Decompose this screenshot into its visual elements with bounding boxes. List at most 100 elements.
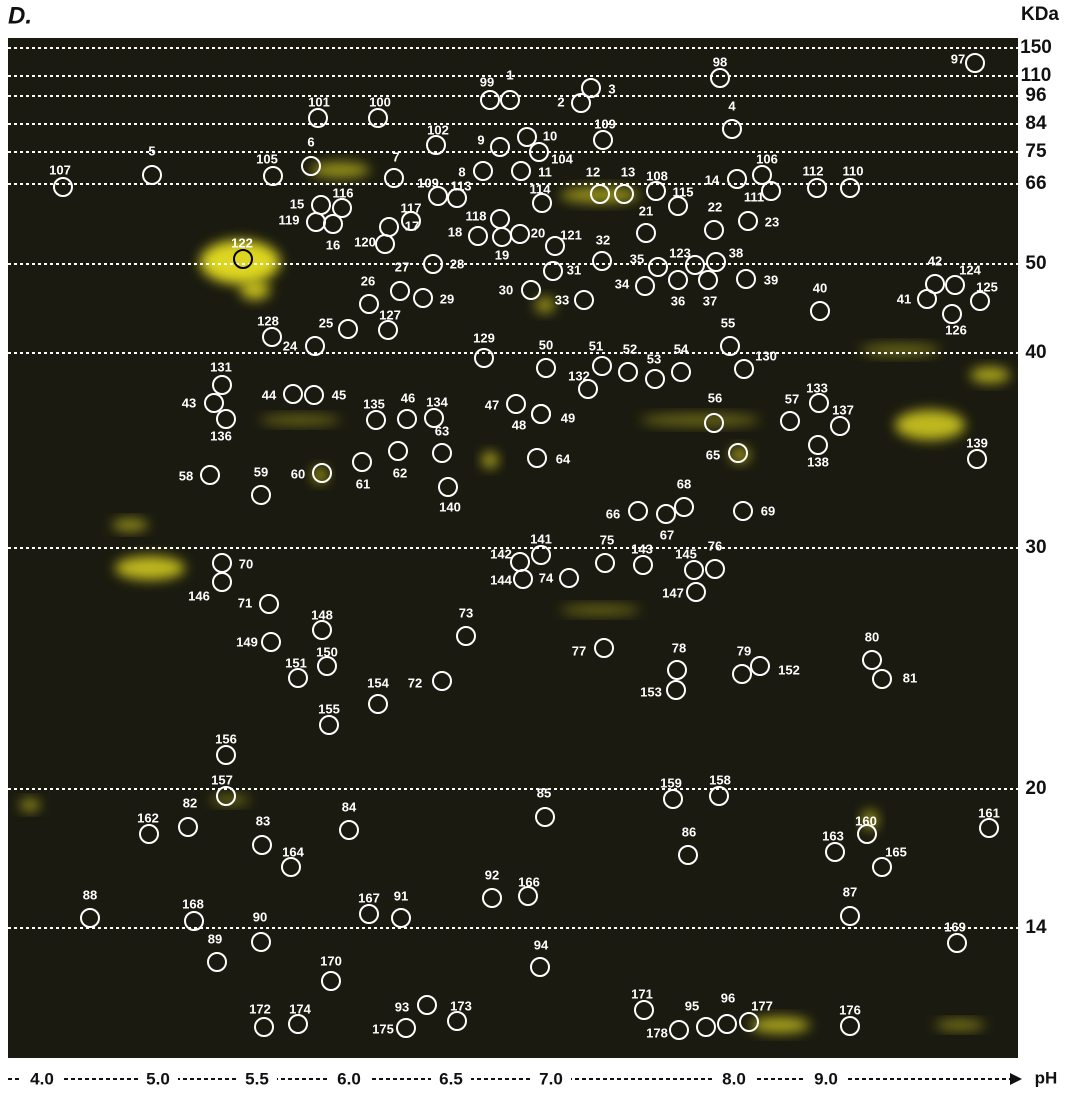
spot-label: 167 [358, 890, 380, 905]
spot-label: 116 [333, 185, 354, 200]
spot-label: 53 [647, 351, 661, 366]
spot-label: 139 [966, 435, 988, 450]
spot-label: 133 [806, 380, 828, 395]
spot-label: 97 [951, 51, 965, 66]
spot-label: 109 [417, 175, 439, 190]
spot-label: 102 [427, 122, 449, 137]
spot-label: 176 [839, 1002, 861, 1017]
spot-label: 6 [307, 134, 314, 149]
spot-label: 43 [182, 395, 196, 410]
spot-label: 148 [311, 607, 333, 622]
gel-blob [935, 1020, 985, 1030]
spot-label: 19 [495, 247, 509, 262]
spot-label: 36 [671, 293, 685, 308]
spot-label: 69 [761, 503, 775, 518]
y-axis-label: KDa [1021, 4, 1059, 25]
spot-label: 111 [744, 189, 764, 204]
spot-label: 14 [705, 172, 720, 187]
spot-label: 22 [708, 199, 722, 214]
spot-label: 39 [764, 272, 778, 287]
mw-label: 96 [1025, 85, 1046, 106]
ph-label: 8.0 [722, 1069, 746, 1088]
spot-label: 153 [640, 684, 662, 699]
spot-label: 83 [256, 813, 270, 828]
spot-label: 2 [557, 94, 564, 109]
spot-label: 72 [408, 675, 422, 690]
spot-label: 131 [210, 359, 232, 374]
gel-blob [970, 367, 1010, 383]
spot-label: 10 [543, 128, 557, 143]
spot-label: 123 [669, 245, 691, 260]
spot-label: 159 [660, 775, 682, 790]
spot-label: 134 [426, 394, 448, 409]
spot-label: 127 [379, 307, 401, 322]
spot-label: 144 [490, 572, 512, 587]
spot-label: 171 [631, 986, 653, 1001]
spot-label: 50 [539, 337, 553, 352]
spot-label: 54 [674, 341, 689, 356]
spot-label: 30 [499, 282, 513, 297]
spot-label: 129 [473, 330, 495, 345]
spot-label: 75 [600, 532, 614, 547]
spot-label: 79 [737, 643, 751, 658]
spot-label: 57 [785, 391, 799, 406]
spot-label: 18 [448, 224, 462, 239]
spot-label: 63 [435, 423, 449, 438]
gel-blob [560, 605, 640, 615]
spot-label: 109 [594, 116, 616, 131]
spot-label: 172 [249, 1001, 271, 1016]
spot-label: 101 [308, 94, 330, 109]
mw-label: 20 [1025, 778, 1046, 799]
spot-label: 51 [589, 338, 603, 353]
spot-label: 126 [945, 322, 967, 337]
spot-label: 155 [318, 701, 340, 716]
spot-label: 88 [83, 887, 97, 902]
spot-label: 161 [978, 805, 1000, 820]
spot-label: 24 [283, 338, 298, 353]
spot-label: 45 [332, 387, 346, 402]
spot-label: 121 [560, 227, 582, 242]
page: {"panel_label":"D.","y_axis_label":"KDa"… [0, 0, 1066, 1097]
spot-label: 31 [567, 262, 581, 277]
spot-label: 74 [539, 570, 554, 585]
gel-blob [860, 344, 940, 356]
spot-label: 80 [865, 629, 879, 644]
spot-label: 40 [813, 280, 827, 295]
spot-label: 105 [256, 151, 278, 166]
spot-label: 64 [556, 451, 571, 466]
spot-label: 107 [49, 162, 71, 177]
spot-label: 108 [646, 168, 668, 183]
spot-label: 166 [518, 874, 540, 889]
spot-label: 48 [512, 417, 526, 432]
gel-blob [482, 452, 498, 468]
spot-label: 163 [822, 828, 844, 843]
spot-label: 28 [450, 256, 464, 271]
spot-label: 124 [959, 262, 981, 277]
spot-label: 162 [137, 810, 159, 825]
spot-label: 77 [572, 643, 586, 658]
gel-blob [535, 297, 555, 313]
spot-label: 98 [713, 54, 727, 69]
spot-label: 112 [803, 163, 824, 178]
spot-label: 68 [677, 476, 691, 491]
ph-label: 6.5 [439, 1069, 463, 1088]
spot-label: 113 [451, 178, 472, 193]
spot-label: 165 [885, 844, 907, 859]
spot-label: 35 [630, 251, 644, 266]
spot-label: 38 [729, 245, 743, 260]
spot-label: 81 [903, 670, 917, 685]
spot-label: 137 [832, 402, 854, 417]
spot-label: 82 [183, 795, 197, 810]
spot-label: 59 [254, 464, 268, 479]
spot-label: 16 [326, 237, 340, 252]
spot-label: 117 [401, 200, 422, 215]
mw-label: 40 [1025, 342, 1046, 363]
spot-label: 141 [530, 531, 552, 546]
spot-label: 143 [631, 541, 653, 556]
spot-label: 156 [215, 731, 237, 746]
spot-label: 138 [807, 454, 829, 469]
spot-label: 100 [369, 94, 391, 109]
spot-label: 149 [236, 634, 258, 649]
spot-label: 136 [210, 428, 232, 443]
spot-label: 3 [608, 81, 615, 96]
